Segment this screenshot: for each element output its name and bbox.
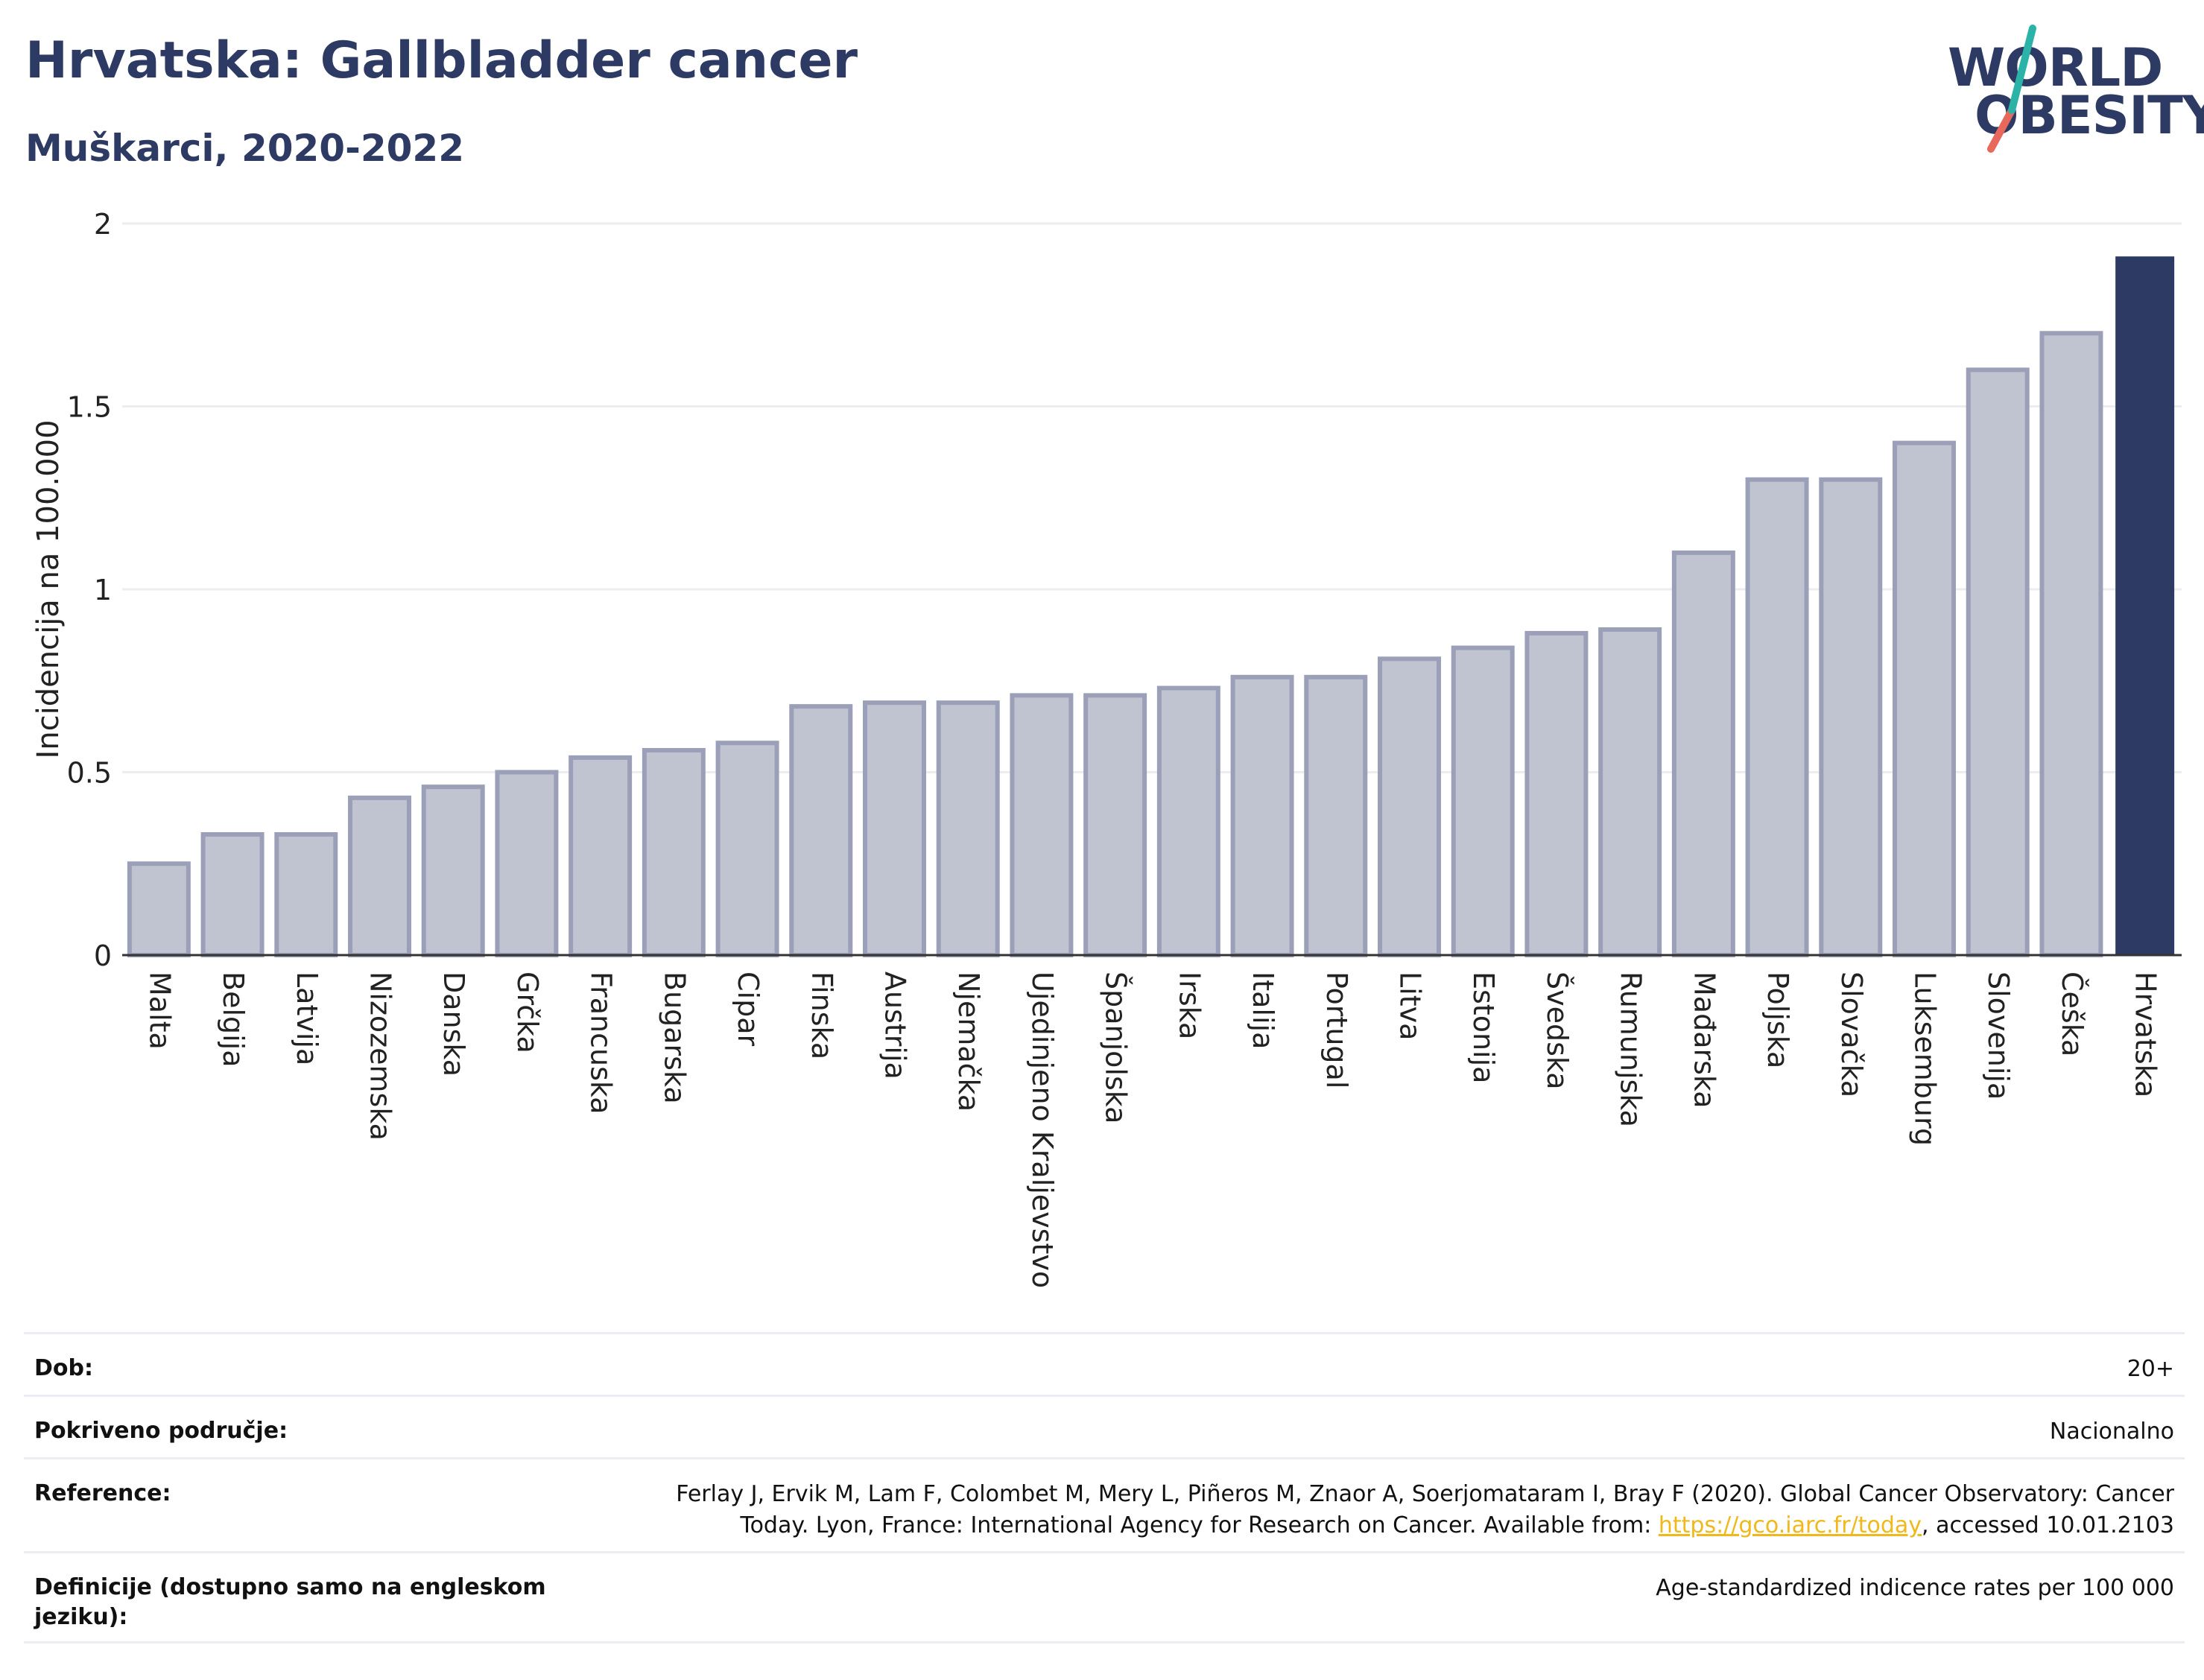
bar-finska bbox=[789, 704, 853, 957]
y-tick-label: 2 bbox=[94, 208, 112, 241]
bars bbox=[122, 256, 2182, 958]
x-tick-label: Nizozemska bbox=[364, 971, 397, 1141]
world-obesity-logo: WORLD OBESITY bbox=[1945, 22, 2204, 164]
x-tick-label: Litva bbox=[1394, 971, 1427, 1040]
x-labels: Malta Belgija Latvija Nizozemska Danska Grčka… bbox=[143, 971, 2162, 1288]
bar-latvija bbox=[274, 831, 338, 957]
info-row-definitions: Definicije (dostupno samo na engleskom j… bbox=[24, 1551, 2185, 1643]
bar-grčka bbox=[495, 770, 559, 957]
x-tick-label: Francuska bbox=[585, 971, 618, 1114]
x-tick-label: Češka bbox=[2056, 971, 2089, 1056]
bar-rumunjska bbox=[1598, 627, 1662, 957]
bar-danska bbox=[421, 784, 485, 958]
bar-slovenija bbox=[1966, 367, 2030, 957]
bar-bugarska bbox=[642, 748, 706, 957]
info-value: Age-standardized indicence rates per 100… bbox=[1656, 1575, 2174, 1601]
x-tick-label: Grčka bbox=[511, 971, 544, 1053]
bar-chart: 0 0.5 1 1.5 2 Malta Belgija Latvija Nizozemska D… bbox=[31, 208, 2182, 1288]
x-tick-label: Ujedinjeno Kraljevstvo bbox=[1026, 971, 1059, 1288]
bar-hrvatska bbox=[2115, 256, 2175, 955]
x-tick-label: Belgija bbox=[217, 971, 250, 1068]
x-tick-label: Portugal bbox=[1320, 971, 1353, 1088]
bar-irska bbox=[1156, 685, 1220, 957]
x-tick-label: Luksemburg bbox=[1909, 971, 1942, 1146]
y-tick-label: 0 bbox=[94, 939, 112, 972]
logo-slash-icon bbox=[1987, 25, 2036, 153]
info-table: Dob: 20+ Pokriveno područje: Nacionalno … bbox=[24, 1332, 2185, 1643]
bar-nizozemska bbox=[348, 795, 411, 957]
definitions-label-line2: jeziku): bbox=[34, 1604, 128, 1630]
reference-line1: Ferlay J, Ervik M, Lam F, Colombet M, Me… bbox=[676, 1481, 2174, 1507]
info-label: Definicije (dostupno samo na engleskom j… bbox=[34, 1573, 546, 1632]
bar-luksemburg bbox=[1893, 440, 1956, 958]
reference-line2: Today. Lyon, France: International Agenc… bbox=[740, 1512, 1659, 1538]
bar-češka bbox=[2039, 331, 2103, 958]
page-subtitle: Muškarci, 2020-2022 bbox=[25, 127, 465, 170]
info-value: Nacionalno bbox=[2049, 1419, 2174, 1445]
x-tick-label: Slovačka bbox=[1835, 971, 1868, 1097]
bar-slovačka bbox=[1819, 477, 1883, 957]
x-tick-label: Njemačka bbox=[952, 971, 985, 1112]
bar-austrija bbox=[863, 700, 926, 958]
bar-portugal bbox=[1304, 674, 1368, 958]
x-tick-label: Estonija bbox=[1467, 971, 1500, 1083]
bar-mađarska bbox=[1671, 550, 1735, 957]
x-tick-label: Danska bbox=[437, 971, 470, 1077]
bar-estonija bbox=[1451, 645, 1515, 957]
info-value: 20+ bbox=[2127, 1356, 2174, 1382]
page-title: Hrvatska: Gallbladder cancer bbox=[25, 31, 858, 90]
bar-španjolska bbox=[1083, 693, 1147, 957]
reference-link[interactable]: https://gco.iarc.fr/today bbox=[1658, 1512, 1922, 1538]
x-tick-label: Finska bbox=[805, 971, 838, 1059]
y-tick-label: 1 bbox=[94, 574, 112, 606]
x-tick-label: Malta bbox=[143, 971, 176, 1050]
bar-njemačka bbox=[936, 700, 1000, 958]
info-row-coverage: Pokriveno područje: Nacionalno bbox=[24, 1395, 2185, 1457]
x-tick-label: Švedska bbox=[1541, 971, 1574, 1090]
x-tick-label: Rumunjska bbox=[1615, 971, 1647, 1127]
y-ticks: 0 0.5 1 1.5 2 bbox=[67, 208, 112, 972]
x-tick-label: Slovenija bbox=[1982, 971, 2015, 1100]
reference-accessed: , accessed 10.01.2103 bbox=[1922, 1512, 2174, 1538]
bar-poljska bbox=[1745, 477, 1809, 957]
x-tick-label: Italija bbox=[1247, 971, 1279, 1049]
x-tick-label: Cipar bbox=[732, 971, 764, 1046]
bar-cipar bbox=[715, 741, 779, 957]
bar-švedska bbox=[1524, 630, 1589, 957]
x-tick-label: Irska bbox=[1173, 971, 1206, 1039]
bar-francuska bbox=[569, 755, 633, 957]
x-tick-label: Latvija bbox=[291, 971, 323, 1065]
bar-belgija bbox=[200, 831, 265, 957]
bar-ujedinjeno-kraljevstvo bbox=[1010, 693, 1074, 957]
x-tick-label: Bugarska bbox=[658, 971, 691, 1104]
info-label: Pokriveno područje: bbox=[34, 1418, 288, 1444]
info-row-reference: Reference: Ferlay J, Ervik M, Lam F, Col… bbox=[24, 1457, 2185, 1551]
definitions-label-line1: Definicije (dostupno samo na engleskom bbox=[34, 1574, 546, 1600]
x-tick-label: Austrija bbox=[879, 971, 912, 1080]
x-tick-label: Španjolska bbox=[1100, 971, 1133, 1123]
info-row-age: Dob: 20+ bbox=[24, 1332, 2185, 1395]
x-tick-label: Poljska bbox=[1761, 971, 1794, 1068]
x-tick-label: Hrvatska bbox=[2129, 971, 2162, 1097]
bar-litva bbox=[1378, 656, 1441, 957]
y-tick-label: 0.5 bbox=[67, 757, 112, 790]
y-axis-label: Incidencija na 100.000 bbox=[31, 419, 66, 758]
info-label: Dob: bbox=[34, 1355, 93, 1381]
bar-malta bbox=[127, 861, 191, 957]
logo-line1: WORLD bbox=[1948, 37, 2163, 98]
y-tick-label: 1.5 bbox=[67, 391, 112, 424]
x-tick-label: Mađarska bbox=[1688, 971, 1720, 1109]
info-label: Reference: bbox=[34, 1480, 171, 1506]
bar-italija bbox=[1230, 674, 1294, 958]
info-value: Ferlay J, Ervik M, Lam F, Colombet M, Me… bbox=[676, 1479, 2174, 1541]
